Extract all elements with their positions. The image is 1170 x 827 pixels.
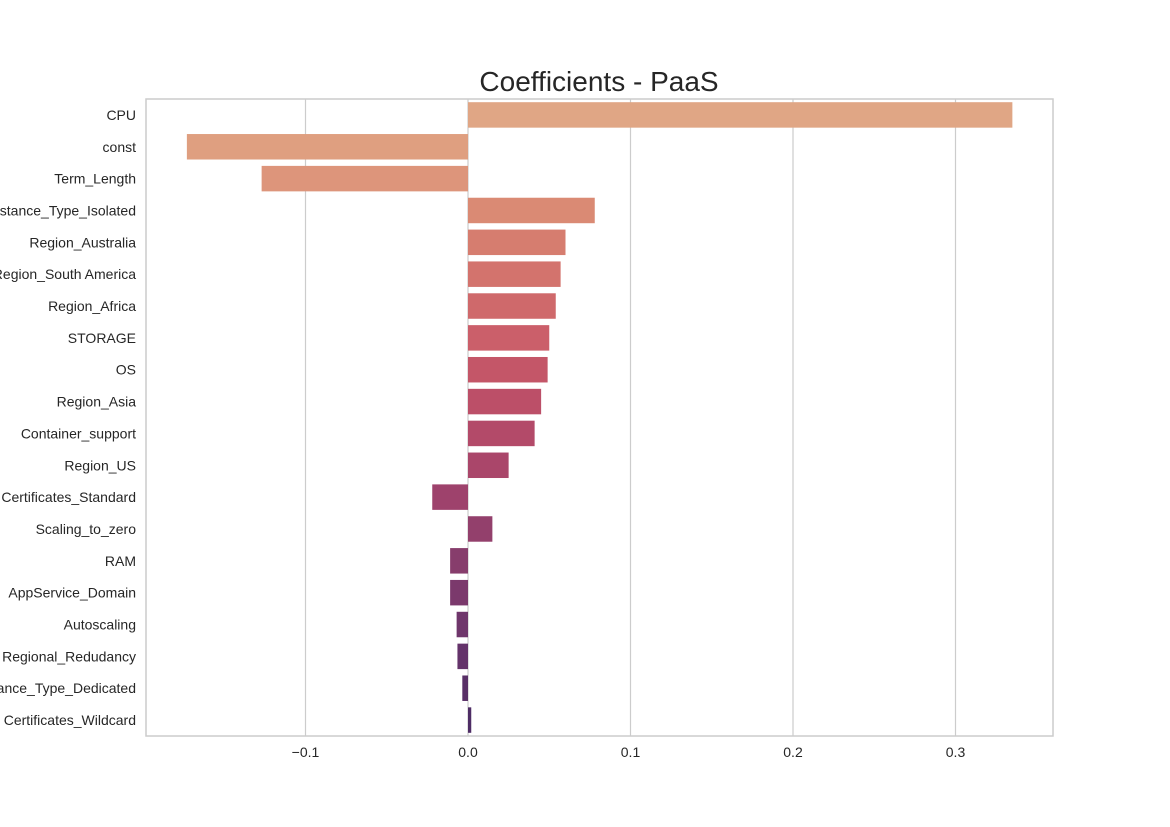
bar: [468, 293, 556, 319]
category-label: OS: [116, 362, 136, 378]
category-label: Region_South America: [0, 266, 136, 282]
grid-lines: [304, 99, 957, 736]
bar: [186, 134, 468, 160]
category-label: Region_US: [64, 457, 136, 473]
bar: [468, 356, 548, 383]
x-tick-label: −0.1: [292, 744, 320, 760]
x-tick-label: 0.3: [946, 744, 966, 760]
bar: [468, 325, 550, 351]
category-label: Regional_Redudancy: [2, 648, 136, 664]
category-label: STORAGE: [68, 330, 136, 346]
bar: [432, 484, 468, 510]
category-label: Term_Length: [54, 171, 136, 187]
bar: [450, 579, 468, 606]
x-tick-label: 0.1: [621, 744, 641, 760]
category-label: Region_Australia: [29, 234, 136, 250]
category-label: Container_support: [21, 425, 136, 441]
bar: [468, 452, 509, 479]
bar: [261, 165, 468, 192]
bar: [468, 229, 566, 256]
bar: [468, 707, 472, 733]
bar: [468, 516, 493, 542]
bar: [462, 675, 468, 701]
x-tick-label: 0.2: [783, 744, 803, 760]
category-label: Scaling_to_zero: [36, 521, 137, 537]
category-label: Region_Africa: [48, 298, 136, 314]
bar: [468, 261, 561, 287]
bar: [456, 611, 468, 638]
category-label: Instance_Type_Dedicated: [0, 680, 136, 696]
category-label: CPU: [106, 107, 136, 123]
category-label: const: [103, 139, 137, 155]
bar: [468, 388, 542, 415]
category-label: AppService_Domain: [8, 585, 136, 601]
bar: [468, 197, 595, 224]
plot-frame: [145, 98, 1054, 737]
chart-title: Coefficients - PaaS: [479, 66, 718, 97]
x-tick-label: 0.0: [458, 744, 478, 760]
bar: [468, 420, 535, 447]
bar: [450, 548, 468, 574]
bar: [457, 643, 468, 670]
category-label: Certificates_Standard: [1, 489, 136, 505]
category-label: RAM: [105, 553, 136, 569]
category-label: Autoscaling: [64, 617, 136, 633]
category-labels: CPU const Term_Length Instance_Type_Isolate…: [0, 107, 136, 728]
category-label: Certificates_Wildcard: [4, 712, 136, 728]
bar: [468, 102, 1013, 128]
category-label: Region_Asia: [57, 394, 137, 410]
category-label: Instance_Type_Isolated: [0, 202, 136, 218]
x-tick-labels: −0.1 0.0 0.1 0.2 0.3: [292, 744, 966, 760]
bars: [186, 102, 1013, 733]
